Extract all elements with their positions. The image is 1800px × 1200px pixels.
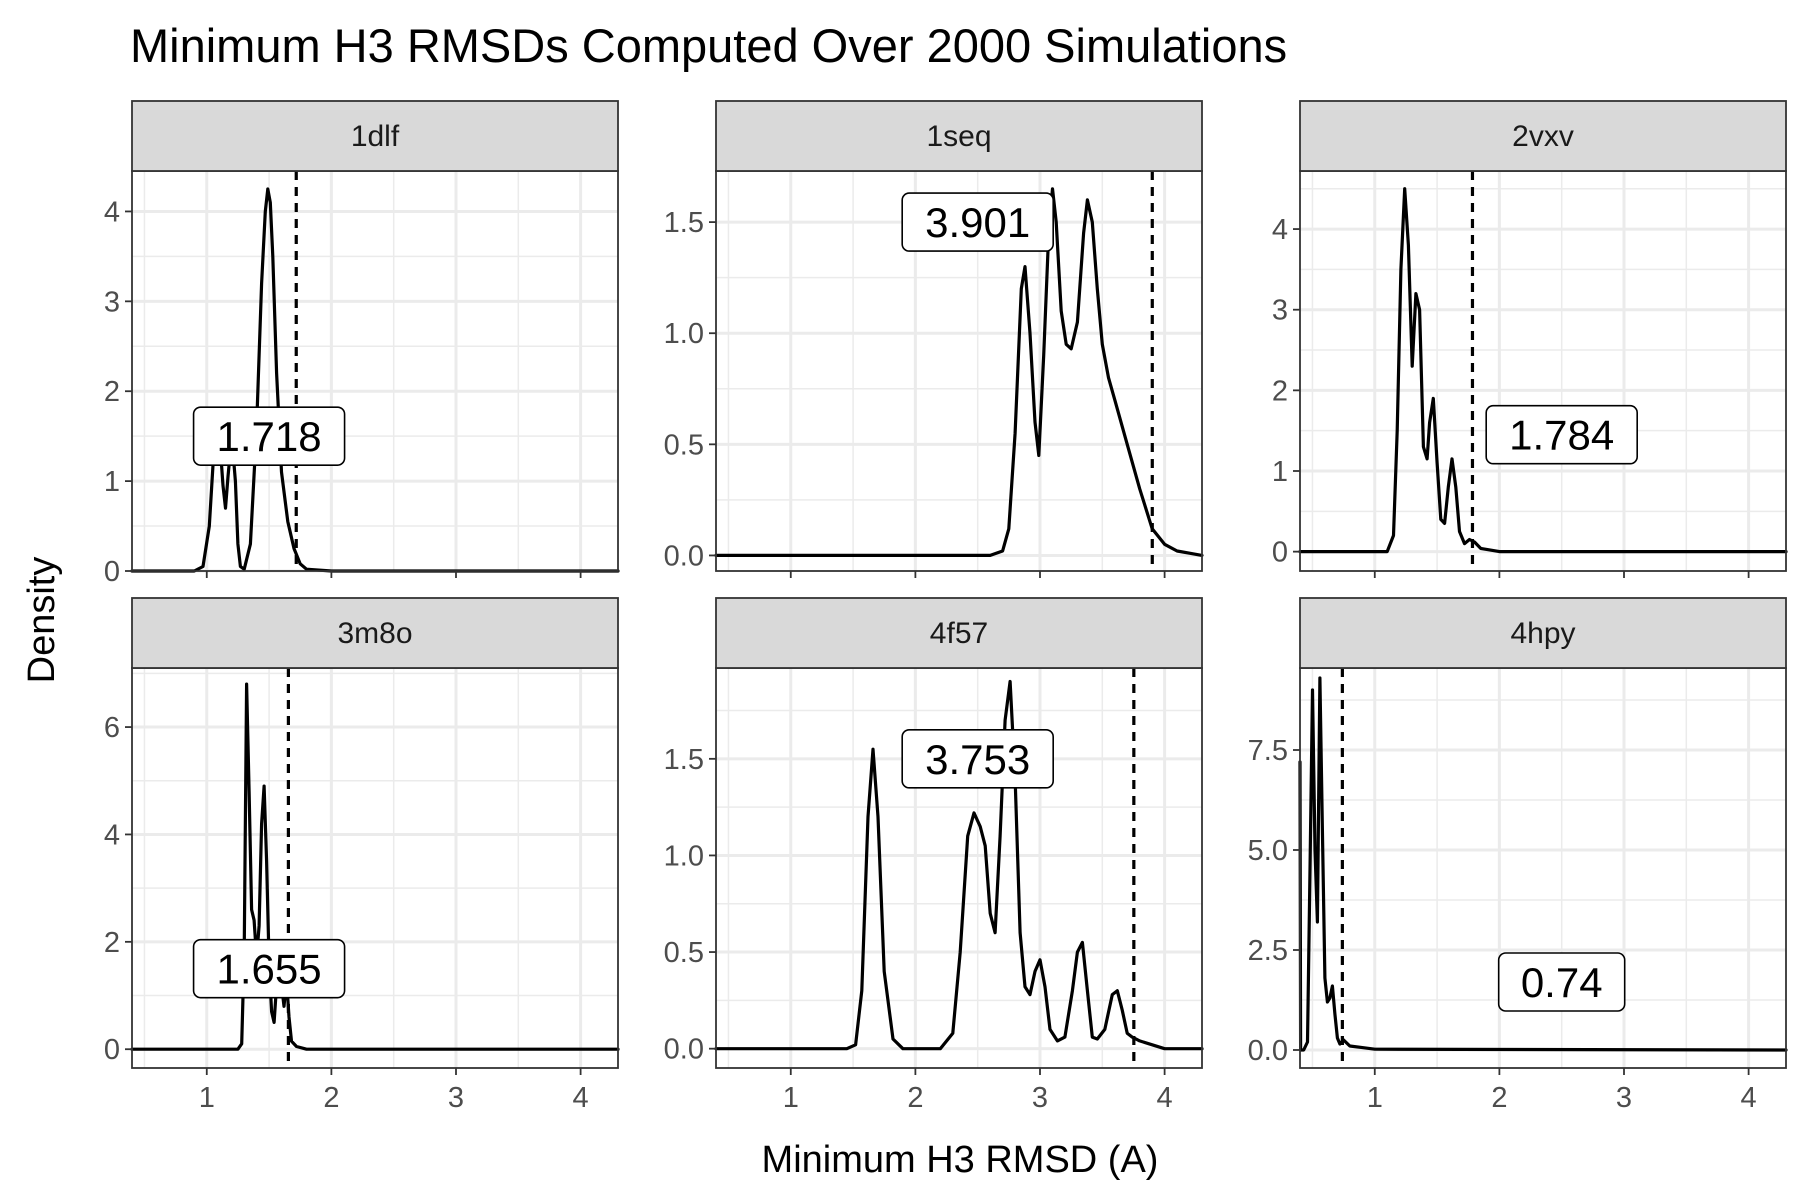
- facet-strip-label: 4f57: [930, 617, 988, 650]
- y-tick-label: 0.5: [664, 429, 704, 461]
- y-tick-label: 1: [1272, 456, 1288, 488]
- y-tick-label: 4: [104, 196, 120, 228]
- facet-strip: [131, 597, 619, 669]
- panel-background: [132, 171, 618, 571]
- x-tick-label: 4: [1741, 1082, 1757, 1114]
- density-curve-1seq: [714, 187, 1204, 558]
- y-tick-label: 3: [1272, 295, 1288, 327]
- density-curve-4hpy: [1298, 676, 1788, 1052]
- density-curve-4f57: [714, 679, 1204, 1051]
- annotation-label: 1.718: [217, 413, 322, 460]
- chart-title: Minimum H3 RMSDs Computed Over 2000 Simu…: [130, 19, 1287, 72]
- x-tick-label: 2: [1491, 1082, 1507, 1114]
- annotation-box: [901, 192, 1054, 252]
- x-axis-title: Minimum H3 RMSD (A): [762, 1139, 1159, 1181]
- y-tick-label: 0.0: [1248, 1035, 1288, 1067]
- panel-background: [132, 668, 618, 1068]
- y-tick-label: 2: [104, 376, 120, 408]
- y-tick-label: 1.5: [664, 744, 704, 776]
- y-tick-label: 7.5: [1248, 735, 1288, 767]
- facet-strip: [1299, 597, 1787, 669]
- panel-3m8o: 1.655 3m8o 0 2 4 6 1 2 3 4: [104, 597, 620, 1114]
- facet-strip-label: 3m8o: [337, 617, 412, 650]
- annotation-box: [192, 938, 346, 999]
- x-tick-label: 3: [448, 1082, 464, 1114]
- x-tick-label: 4: [1157, 1082, 1173, 1114]
- y-tick-label: 1.5: [664, 207, 704, 239]
- y-tick-label: 0: [104, 1034, 120, 1066]
- y-tick-label: 0.5: [664, 937, 704, 969]
- x-tick-label: 4: [573, 1082, 589, 1114]
- y-tick-label: 4: [1272, 214, 1288, 246]
- y-tick-label: 2: [1272, 375, 1288, 407]
- x-tick-label: 2: [323, 1082, 339, 1114]
- y-tick-label: 2: [104, 927, 120, 959]
- y-tick-label: 1.0: [664, 318, 704, 350]
- facet-panels: 1.718 1dlf 0 1 2 3 4 3.901 1seq 0.0 0.5 1.0 1.5 1.784…: [104, 100, 1788, 1114]
- x-tick-label: 2: [907, 1082, 923, 1114]
- annotation-label: 1.655: [217, 946, 322, 993]
- annotation-label: 0.74: [1521, 959, 1603, 1006]
- y-tick-label: 3: [104, 286, 120, 318]
- annotation-box: [1485, 404, 1638, 465]
- annotation-label: 3.901: [925, 199, 1030, 246]
- panel-1seq: 3.901 1seq 0.0 0.5 1.0 1.5: [664, 100, 1204, 578]
- y-tick-label: 0: [104, 556, 120, 588]
- density-curve-2vxv: [1298, 187, 1788, 554]
- panel-background: [716, 668, 1202, 1068]
- facet-strip: [715, 100, 1203, 172]
- facet-strip-label: 2vxv: [1512, 120, 1574, 153]
- y-tick-label: 0.0: [664, 1034, 704, 1066]
- y-tick-label: 1: [104, 466, 120, 498]
- y-tick-label: 2.5: [1248, 935, 1288, 967]
- panel-1dlf: 1.718 1dlf 0 1 2 3 4: [104, 100, 620, 588]
- facet-strip: [1299, 100, 1787, 172]
- y-tick-label: 0: [1272, 537, 1288, 569]
- facet-strip-label: 4hpy: [1510, 617, 1575, 650]
- y-axis-title: Density: [21, 557, 63, 684]
- panel-background: [1300, 171, 1786, 571]
- x-tick-label: 3: [1032, 1082, 1048, 1114]
- y-tick-label: 1.0: [664, 840, 704, 872]
- panel-4hpy: 0.74 4hpy 0.0 2.5 5.0 7.5 1 2 3 4: [1248, 597, 1788, 1114]
- annotation-label: 1.784: [1509, 412, 1614, 459]
- annotation-label: 3.753: [925, 736, 1030, 783]
- annotation-box: [192, 406, 346, 466]
- x-tick-label: 3: [1616, 1082, 1632, 1114]
- facet-strip: [131, 100, 619, 172]
- x-tick-label: 1: [199, 1082, 215, 1114]
- annotation-box: [901, 729, 1054, 789]
- y-tick-label: 6: [104, 712, 120, 744]
- panel-2vxv: 1.784 2vxv 0 1 2 3 4: [1272, 100, 1788, 578]
- x-tick-label: 1: [783, 1082, 799, 1114]
- y-tick-label: 5.0: [1248, 835, 1288, 867]
- facet-strip-label: 1dlf: [351, 120, 400, 153]
- annotation-box: [1497, 952, 1626, 1012]
- y-tick-label: 4: [104, 819, 120, 851]
- y-tick-label: 0.0: [664, 540, 704, 572]
- facet-strip: [715, 597, 1203, 669]
- facet-strip-label: 1seq: [926, 120, 991, 153]
- x-tick-label: 1: [1367, 1082, 1383, 1114]
- panel-4f57: 3.753 4f57 0.0 0.5 1.0 1.5 1 2 3 4: [664, 597, 1204, 1114]
